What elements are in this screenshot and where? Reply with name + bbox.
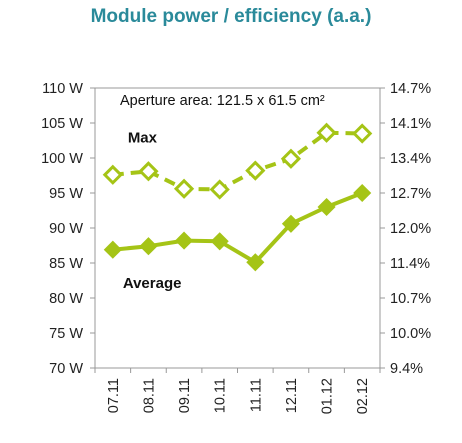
data-point-average — [317, 197, 336, 217]
y2-tick-label: 9.4% — [390, 361, 423, 377]
x-tick-label: 02.12 — [355, 378, 371, 414]
axes — [90, 87, 385, 373]
data-point-average — [175, 231, 194, 250]
y2-tick-label: 14.7% — [390, 81, 431, 97]
data-point-max — [209, 179, 230, 200]
y2-tick-label: 11.4% — [390, 256, 430, 272]
data-point-average — [246, 253, 265, 272]
y2-tick-label: 13.4% — [390, 151, 431, 167]
series-label-max: Max — [128, 130, 158, 147]
data-point-average — [353, 183, 372, 203]
chart-title: Module power / efficiency (a.a.) — [90, 6, 372, 27]
y2-tick-label: 12.0% — [390, 221, 431, 237]
y-tick-label: 80 W — [49, 291, 83, 307]
data-point-max — [316, 122, 337, 143]
data-point-max — [102, 164, 123, 185]
data-point-average — [210, 232, 229, 251]
y2-tick-label: 10.0% — [390, 326, 431, 342]
data-point-average — [103, 240, 122, 259]
data-point-max — [138, 161, 159, 182]
x-tick-label: 12.11 — [284, 378, 300, 413]
y-tick-label: 105 W — [41, 116, 83, 132]
data-point-average — [139, 237, 158, 256]
y-tick-label: 90 W — [49, 221, 83, 237]
x-tick-label: 11.11 — [248, 378, 264, 412]
y2-axis-ticks: 9.4% 10.0% 10.7% 11.4% 12.0% 12.7% 13.4% 14.1% 1… — [390, 81, 431, 377]
x-axis-ticks: 07.11 08.11 09.11 10.11 11.11 12.11 01.12 02.12 — [106, 378, 371, 414]
x-tick-label: 01.12 — [320, 378, 336, 414]
series-label-average: Average — [123, 275, 182, 292]
y-tick-label: 100 W — [41, 151, 83, 167]
y-tick-label: 75 W — [49, 326, 83, 342]
y2-tick-label: 12.7% — [390, 186, 431, 202]
y-tick-label: 110 W — [42, 81, 83, 97]
x-tick-label: 10.11 — [213, 378, 229, 413]
y-tick-label: 85 W — [49, 256, 83, 272]
data-point-max — [245, 160, 266, 181]
x-tick-label: 08.11 — [141, 378, 157, 413]
y2-tick-label: 14.1% — [390, 116, 431, 132]
data-point-max — [173, 178, 195, 199]
data-point-max — [280, 148, 302, 169]
x-tick-label: 07.11 — [106, 378, 122, 413]
y-axis-ticks: 70 W 75 W 80 W 85 W 90 W 95 W 100 W 105 W 110 W — [41, 81, 83, 377]
x-tick-label: 09.11 — [177, 378, 193, 413]
y2-tick-label: 10.7% — [390, 291, 431, 307]
aperture-annotation: Aperture area: 121.5 x 61.5 cm² — [120, 93, 325, 109]
y-tick-label: 95 W — [49, 186, 83, 202]
data-point-max — [352, 123, 373, 144]
series-markers — [102, 122, 373, 272]
data-point-average — [281, 214, 300, 233]
y-tick-label: 70 W — [49, 361, 83, 377]
